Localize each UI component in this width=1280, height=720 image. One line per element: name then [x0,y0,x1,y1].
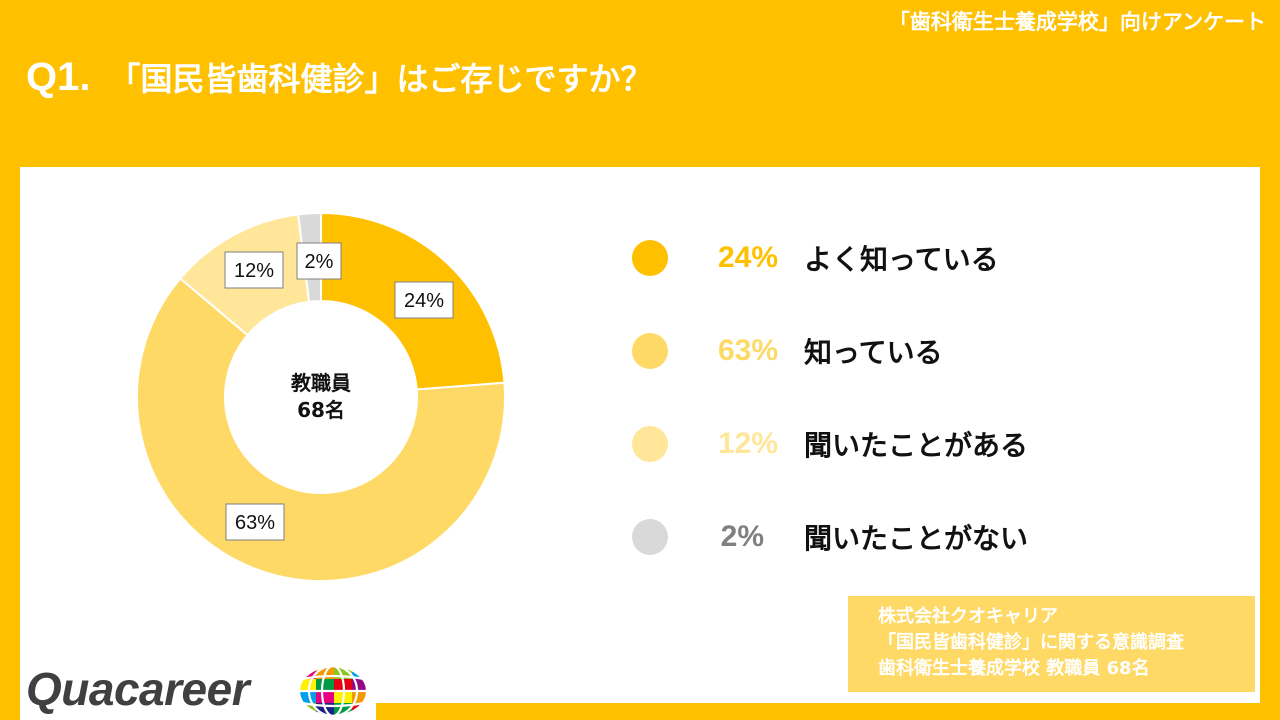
legend-percent-0: 24% [717,241,778,274]
data-label-0: 24% [394,281,454,319]
page-title: Q1. 「国民皆歯科健診」はご存じですか？ [26,54,653,100]
data-label-box-0 [394,281,454,319]
survey-target-note: 「歯科衛生士養成学校」向けアンケート [888,10,1266,34]
data-label-text-3: 2% [305,251,334,273]
legend-item-3: 2% 聞いたことがない [632,515,1028,559]
center-label-group: 教職員 [291,371,351,395]
donut-center-label: 教職員 68名 [271,370,371,424]
data-label-1: 63% [225,503,285,541]
source-company: 株式会社クオキャリア [878,606,1058,627]
legend-item-1: 63% 知っている [632,329,943,373]
legend-percent-3: 2% [720,520,764,553]
legend-swatch-0 [632,240,668,276]
legend-swatch-1 [632,333,668,369]
data-label-box-3 [296,242,342,280]
legend-swatch-3 [632,519,668,555]
source-respondents: 歯科衛生士養成学校 教職員 68名 [878,658,1150,679]
legend-percent-1: 63% [717,334,778,367]
globe-logo-icon [298,665,368,717]
data-label-text-0: 24% [404,290,444,312]
legend-label-1: 知っている [804,336,943,369]
survey-source-box: 株式会社クオキャリア 「国民皆歯科健診」に関する意識調査 歯科衛生士養成学校 教… [848,596,1255,692]
panel-footer-strip [376,703,1280,720]
question-text: 「国民皆歯科健診」はご存じですか？ [108,60,653,98]
center-label-count: 68名 [297,398,345,422]
legend-item-0: 24% よく知っている [632,236,999,280]
data-label-2: 12% [224,251,284,289]
brand-logo-text: Quacareer [26,663,250,715]
data-label-text-2: 12% [234,260,274,282]
question-number: Q1. [26,55,91,99]
source-survey-title: 「国民皆歯科健診」に関する意識調査 [878,632,1184,653]
legend-item-2: 12% 聞いたことがある [632,422,1028,466]
data-label-box-1 [225,503,285,541]
data-label-text-1: 63% [235,512,275,534]
legend-percent-2: 12% [717,427,778,460]
legend-label-3: 聞いたことがない [804,522,1029,555]
legend-label-2: 聞いたことがある [804,429,1029,462]
legend-label-0: よく知っている [804,243,999,276]
data-label-3: 2% [296,242,342,280]
data-label-box-2 [224,251,284,289]
legend-swatch-2 [632,426,668,462]
